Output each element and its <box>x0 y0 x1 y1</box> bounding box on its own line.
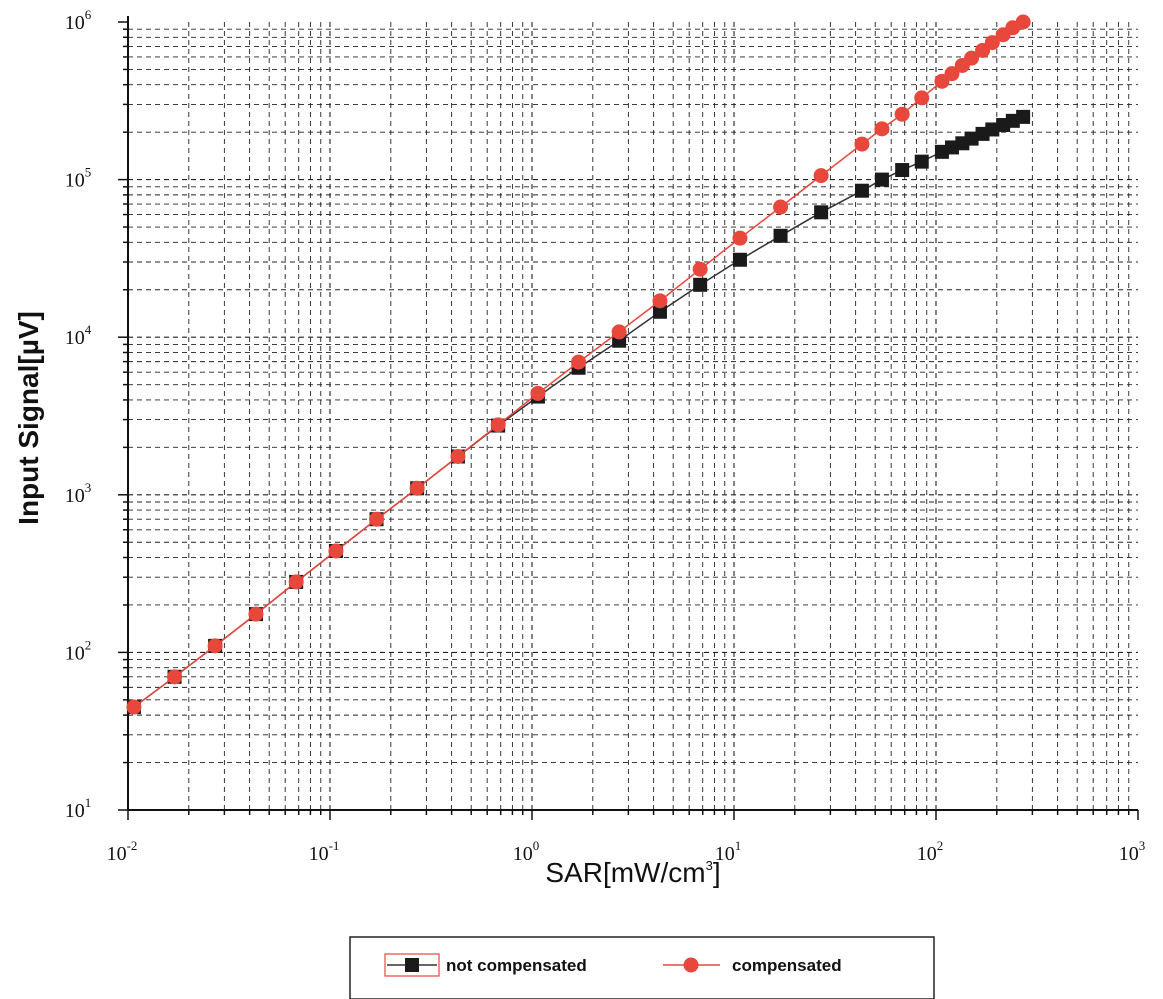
data-point <box>692 261 708 277</box>
data-point <box>530 385 546 401</box>
legend: not compensated compensated <box>349 936 935 999</box>
x-tick-label: 101 <box>715 838 742 865</box>
x-tick-label: 100 <box>513 838 540 865</box>
data-point <box>1016 109 1031 124</box>
legend-label-not-compensated: not compensated <box>446 956 587 975</box>
y-axis-title: Input Signal[µV] <box>13 311 44 525</box>
data-point <box>450 448 466 464</box>
data-point <box>248 606 264 622</box>
x-axis-title: SAR[mW/cm3] <box>545 857 720 888</box>
data-point <box>914 90 930 106</box>
data-point <box>944 66 960 82</box>
data-series <box>126 14 1031 715</box>
data-point <box>571 354 587 370</box>
data-point <box>813 168 829 184</box>
data-point <box>964 50 980 66</box>
legend-marker-compensated <box>683 957 699 973</box>
x-tick-label: 103 <box>1119 838 1146 865</box>
y-tick-label: 103 <box>65 480 92 507</box>
x-tick-label: 10-1 <box>309 838 340 865</box>
data-point <box>732 230 748 246</box>
data-point <box>652 293 668 309</box>
data-point <box>369 511 385 527</box>
y-tick-label: 106 <box>65 7 92 34</box>
legend-swatch-frame <box>384 953 440 977</box>
data-point <box>874 121 890 137</box>
data-point <box>207 638 223 654</box>
data-point <box>984 35 1000 51</box>
series-line <box>133 116 1024 708</box>
legend-marker-not-compensated <box>405 958 419 972</box>
data-point <box>1015 14 1031 30</box>
legend-label-compensated: compensated <box>732 956 842 975</box>
data-point <box>409 480 425 496</box>
x-tick-label: 10-2 <box>107 838 138 865</box>
data-point <box>854 136 870 152</box>
tick-labels: 10-2 10-1 100 101 102 103 101 102 103 104 105 106 <box>65 7 1146 865</box>
y-tick-label: 101 <box>65 795 92 822</box>
series-compensated <box>126 14 1031 715</box>
data-point <box>288 574 304 590</box>
data-point <box>773 199 789 215</box>
data-point <box>895 163 910 178</box>
x-tick-label: 102 <box>917 838 944 865</box>
data-point <box>874 172 889 187</box>
data-point <box>490 417 506 433</box>
data-point <box>652 304 667 319</box>
axes <box>118 16 1139 820</box>
data-point <box>167 669 183 685</box>
data-point <box>611 324 627 340</box>
data-point <box>894 106 910 122</box>
legend-box <box>349 936 935 999</box>
data-point <box>964 131 979 146</box>
data-point <box>693 277 708 292</box>
series-not-compensated <box>126 109 1031 715</box>
y-tick-label: 105 <box>65 165 92 192</box>
data-point <box>773 228 788 243</box>
data-point <box>985 122 1000 137</box>
data-point <box>732 252 747 267</box>
y-tick-label: 104 <box>65 322 92 349</box>
data-point <box>126 699 142 715</box>
data-point <box>914 154 929 169</box>
data-point <box>854 183 869 198</box>
data-point <box>814 205 829 220</box>
y-tick-label: 102 <box>65 637 92 664</box>
data-point <box>328 543 344 559</box>
